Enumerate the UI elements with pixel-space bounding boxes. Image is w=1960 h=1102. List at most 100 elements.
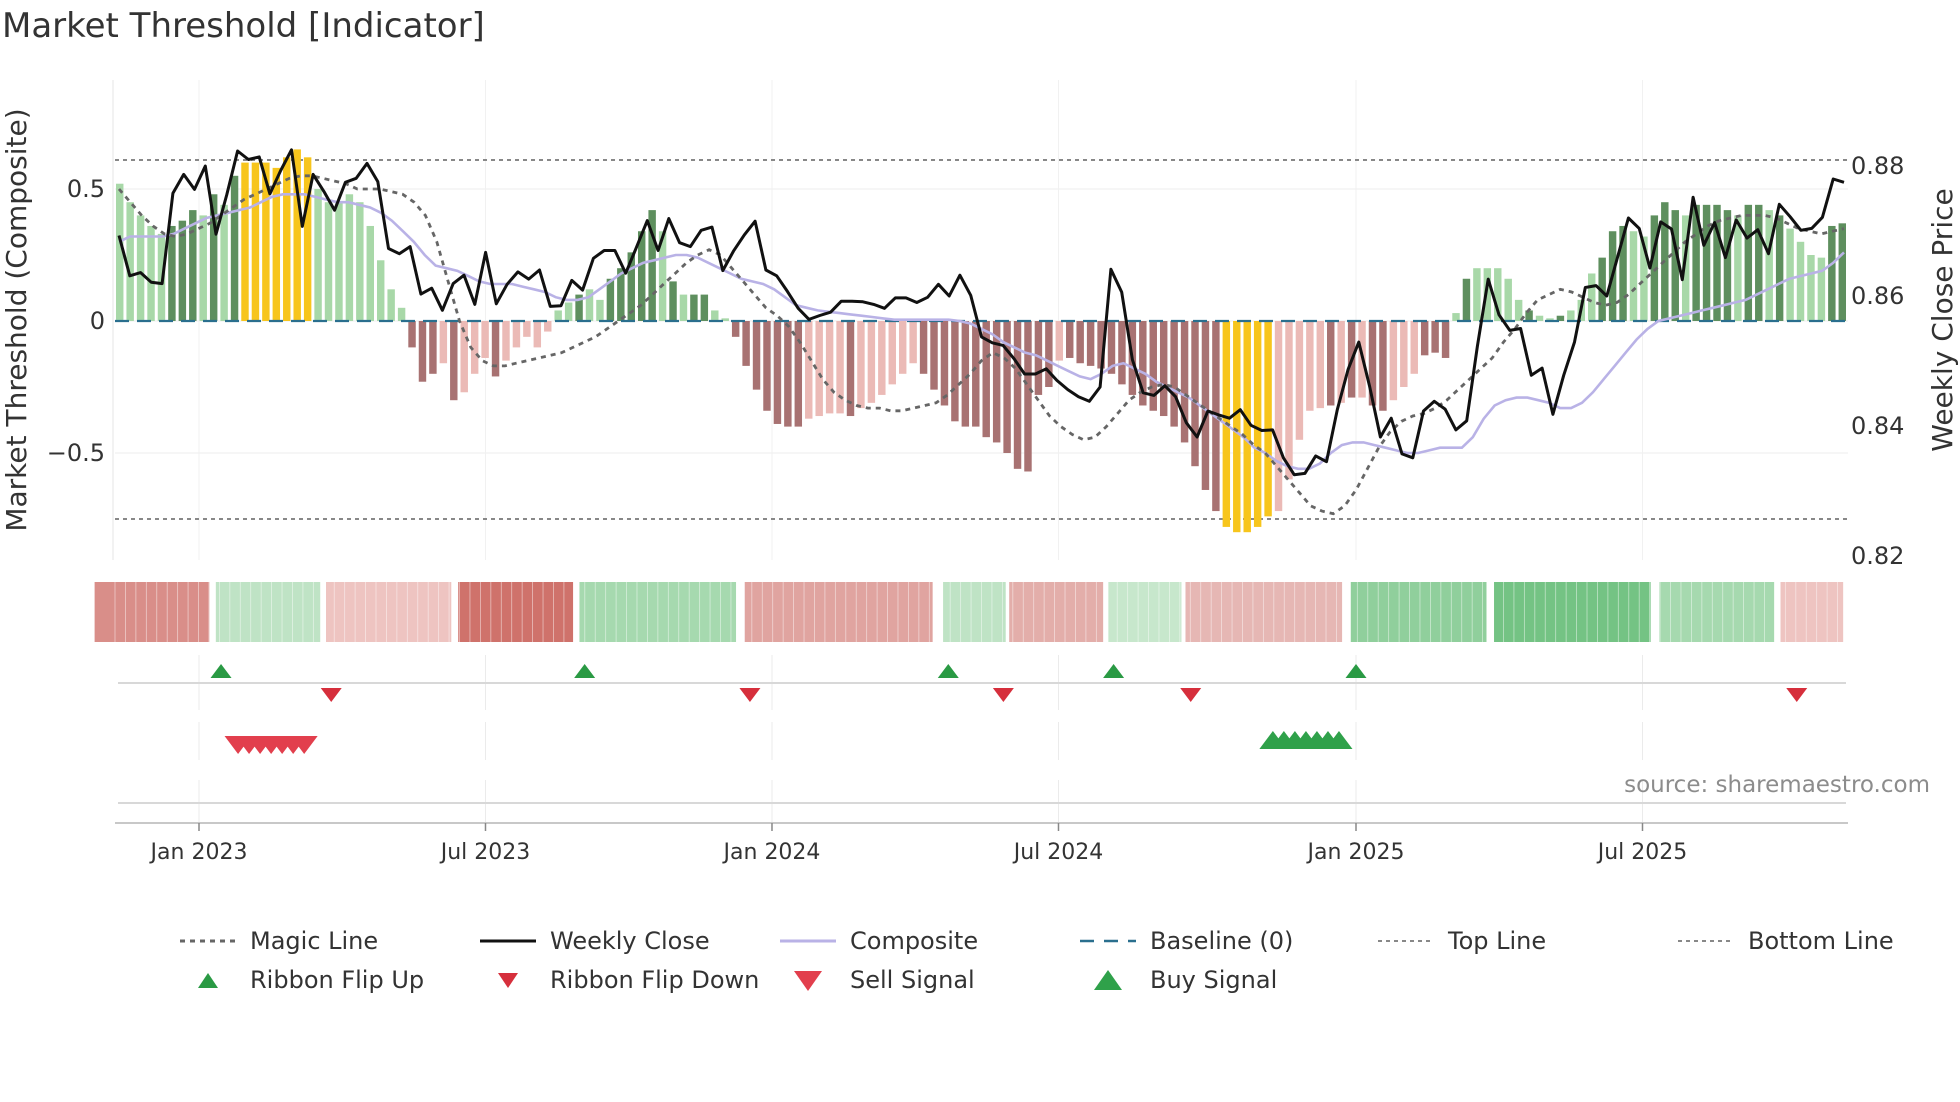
histogram-bar <box>1494 268 1502 321</box>
histogram-bar <box>533 321 542 348</box>
histogram-bar <box>658 231 667 321</box>
histogram-bar <box>116 183 124 321</box>
y-tick-label: 0.5 <box>67 175 105 203</box>
histogram-bar <box>763 321 771 411</box>
ribbon-flip-down-marker <box>1786 688 1808 702</box>
histogram-bar <box>805 321 813 419</box>
histogram-bar <box>1368 321 1377 406</box>
histogram-bar <box>408 321 416 348</box>
y-tick-label: −0.5 <box>47 439 105 467</box>
histogram-bar <box>648 210 656 321</box>
histogram-bar <box>951 321 959 422</box>
histogram-bar <box>1389 321 1398 401</box>
ribbon-flip-down-marker <box>739 688 761 702</box>
histogram-bar <box>1441 321 1450 358</box>
histogram-bar <box>512 321 521 348</box>
histogram-bar <box>867 321 876 403</box>
legend-swatch-flip-down <box>498 973 518 988</box>
legend-label: Ribbon Flip Up <box>250 966 424 994</box>
histogram-bar <box>1452 313 1460 321</box>
y-tick-label: 0 <box>90 307 105 335</box>
histogram-bar <box>439 321 448 364</box>
histogram-bar <box>1828 225 1836 321</box>
ribbon-segment <box>1659 582 1775 642</box>
histogram-bar <box>1306 321 1314 411</box>
histogram-bar <box>1264 321 1272 517</box>
legend-swatch-flip-up <box>198 973 218 988</box>
magic-line <box>117 174 1845 516</box>
histogram-bar <box>324 202 333 321</box>
y2-axis-label: Weekly Close Price <box>1926 188 1959 451</box>
histogram-bar <box>1274 321 1283 512</box>
histogram-bar <box>742 321 750 366</box>
histogram-bar <box>1034 321 1043 395</box>
signal-lanes <box>118 664 1846 804</box>
histogram-bar <box>491 321 500 377</box>
histogram-bar <box>1807 255 1815 321</box>
legend-label: Ribbon Flip Down <box>550 966 759 994</box>
histogram-bar <box>1744 204 1753 321</box>
ribbon-segment <box>1009 582 1104 642</box>
ribbon-flip-up-marker <box>210 664 232 678</box>
sell-signal-marker <box>290 736 318 754</box>
histogram-bar <box>1640 236 1648 321</box>
histogram-bar <box>460 321 468 393</box>
histogram-bar <box>711 310 719 321</box>
histogram-bar <box>1629 231 1638 321</box>
histogram-bar <box>721 318 729 321</box>
histogram-bar <box>1055 321 1064 361</box>
x-tick-label: Jul 2024 <box>1012 840 1104 865</box>
histogram-bar <box>168 225 176 321</box>
composite-histogram <box>116 149 1846 533</box>
histogram-bar <box>126 202 134 321</box>
histogram-bar <box>1713 204 1721 321</box>
histogram-bar <box>679 294 688 321</box>
histogram-bar <box>293 149 301 321</box>
histogram-bar <box>575 294 583 321</box>
histogram-bar <box>1420 321 1429 356</box>
histogram-bar <box>1525 310 1533 321</box>
ribbon <box>94 582 1844 642</box>
histogram-bar <box>982 321 990 438</box>
ribbon-segment <box>94 582 210 642</box>
histogram-bar <box>1149 321 1157 411</box>
histogram-bar <box>1045 321 1053 387</box>
ribbon-flip-down-marker <box>992 688 1014 702</box>
histogram-bar <box>1316 321 1325 409</box>
histogram-bar <box>888 321 896 385</box>
ribbon-segment <box>1185 582 1343 642</box>
histogram-bar <box>1013 321 1022 469</box>
histogram-bar <box>1702 204 1711 321</box>
histogram-bar <box>241 162 249 321</box>
histogram-bar <box>1765 210 1773 321</box>
histogram-bar <box>1588 273 1596 321</box>
histogram-bar <box>1003 321 1011 453</box>
histogram-bar <box>450 321 458 401</box>
ribbon-segment <box>943 582 1006 642</box>
weekly-close-line <box>117 148 1845 477</box>
histogram-bar <box>1796 241 1805 321</box>
histogram-bar <box>815 321 823 417</box>
ribbon-flip-down-marker <box>320 688 342 702</box>
histogram-bar <box>1410 321 1418 374</box>
histogram-bar <box>1024 321 1032 472</box>
histogram-bar <box>147 225 155 321</box>
x-tick-label: Jan 2024 <box>722 840 821 865</box>
legend-label: Bottom Line <box>1748 927 1894 955</box>
histogram-bar <box>585 289 594 321</box>
histogram-bar <box>1504 278 1512 321</box>
histogram-bar <box>1295 321 1304 440</box>
histogram-bar <box>356 202 364 321</box>
y2-tick-label: 0.84 <box>1851 412 1904 440</box>
histogram-bar <box>251 162 260 321</box>
histogram-bar <box>1337 321 1345 403</box>
x-tick-label: Jul 2025 <box>1596 840 1688 865</box>
histogram-bar <box>773 321 782 424</box>
histogram-bar <box>961 321 970 427</box>
histogram-bar <box>1775 215 1784 321</box>
histogram-bar <box>1191 321 1199 467</box>
legend-label: Sell Signal <box>850 966 975 994</box>
histogram-bar <box>1066 321 1074 358</box>
histogram-bar <box>376 260 385 321</box>
